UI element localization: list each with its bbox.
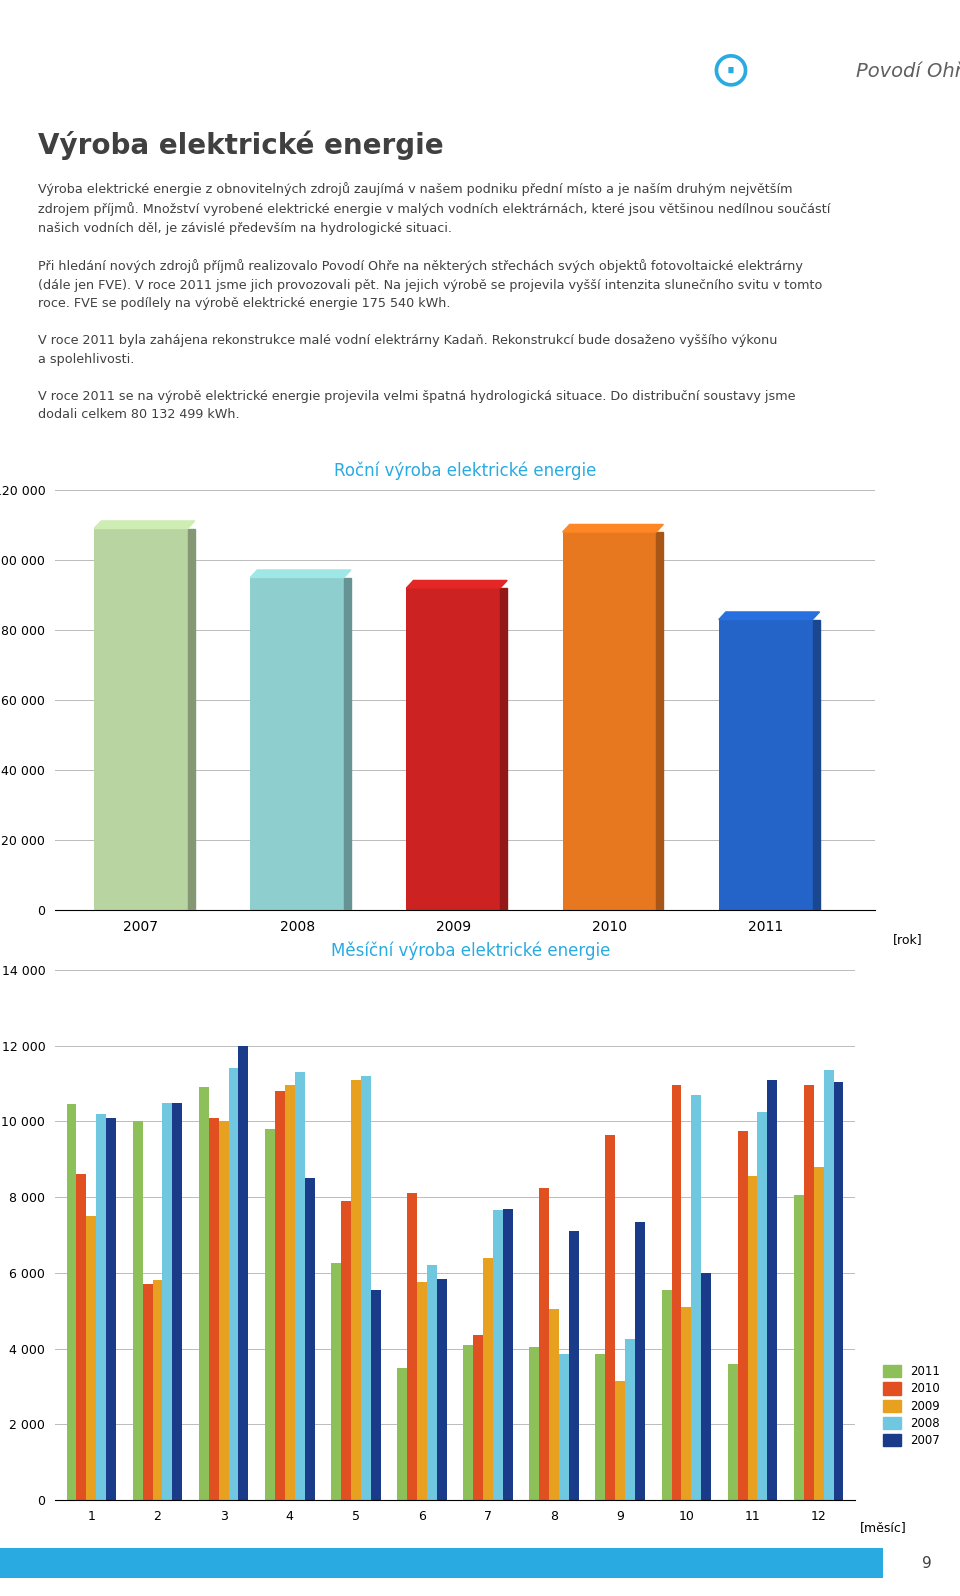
Bar [606,1135,615,1500]
Bar [595,1355,606,1500]
Bar [473,1336,483,1500]
Bar [228,1068,238,1500]
Bar [719,619,812,910]
Bar [804,1085,814,1500]
Bar [208,1117,219,1500]
Bar [162,1103,173,1500]
Bar [503,1208,513,1500]
Title: Měsíční výroba elektrické energie: Měsíční výroba elektrické energie [331,942,611,961]
Bar [417,1282,427,1500]
Bar [767,1080,778,1500]
Bar [86,1216,96,1500]
X-axis label: [rok]: [rok] [893,934,923,946]
Polygon shape [812,619,820,910]
Bar [407,1194,417,1500]
Bar [464,1345,473,1500]
Bar [636,1223,645,1500]
Bar [199,1087,208,1500]
Bar [748,1176,757,1500]
Bar [132,1122,143,1500]
Bar [143,1285,153,1500]
Bar [94,528,188,910]
Bar [397,1368,407,1500]
Polygon shape [563,525,663,531]
Bar [661,1290,672,1500]
Bar [814,1167,824,1500]
Text: ⊙: ⊙ [709,48,752,96]
Bar [238,1045,249,1500]
Bar [437,1278,446,1500]
Bar [361,1076,371,1500]
Polygon shape [406,581,507,587]
Bar [107,1117,116,1500]
Bar [66,1104,77,1500]
Bar [824,1071,833,1500]
Polygon shape [344,578,351,910]
Polygon shape [500,587,507,910]
Bar [559,1355,569,1500]
Bar [341,1200,350,1500]
Bar [406,587,500,910]
Title: Roční výroba elektrické energie: Roční výroba elektrické energie [334,461,596,480]
Polygon shape [719,611,820,619]
Bar [757,1112,767,1500]
Bar [728,1363,737,1500]
Bar [304,1178,315,1500]
Text: Výroba elektrické energie: Výroba elektrické energie [38,129,444,160]
Bar [331,1264,341,1500]
Bar [569,1231,579,1500]
Bar [794,1195,804,1500]
Bar [153,1280,162,1500]
Bar [350,1080,361,1500]
Bar [563,531,657,910]
Bar [251,578,344,910]
Text: Povodí Ohře: Povodí Ohře [856,62,960,81]
Bar [549,1309,559,1500]
Text: Výroba elektrické energie z obnovitelných zdrojů zaujímá v našem podniku přední : Výroba elektrické energie z obnovitelnýc… [38,182,830,421]
Bar [625,1339,636,1500]
Bar [427,1266,437,1500]
Polygon shape [657,531,663,910]
Bar [77,1175,86,1500]
Bar [285,1085,295,1500]
Bar [615,1381,625,1500]
Bar [371,1290,380,1500]
Bar [295,1073,304,1500]
Bar [702,1274,711,1500]
Bar [483,1258,493,1500]
Bar [691,1095,702,1500]
Bar [529,1347,540,1500]
Bar [96,1114,107,1500]
Bar [540,1187,549,1500]
Polygon shape [94,520,195,528]
Bar [833,1082,844,1500]
Bar [737,1132,748,1500]
Bar [682,1307,691,1500]
Bar [265,1128,275,1500]
Polygon shape [188,528,195,910]
Bar [275,1092,285,1500]
Bar [219,1122,228,1500]
Bar [173,1103,182,1500]
Bar [493,1210,503,1500]
X-axis label: [měsíc]: [měsíc] [859,1521,906,1534]
Legend: 2011, 2010, 2009, 2008, 2007: 2011, 2010, 2009, 2008, 2007 [878,1360,945,1452]
Text: 9: 9 [922,1556,931,1570]
Bar [672,1085,682,1500]
Polygon shape [251,570,351,578]
